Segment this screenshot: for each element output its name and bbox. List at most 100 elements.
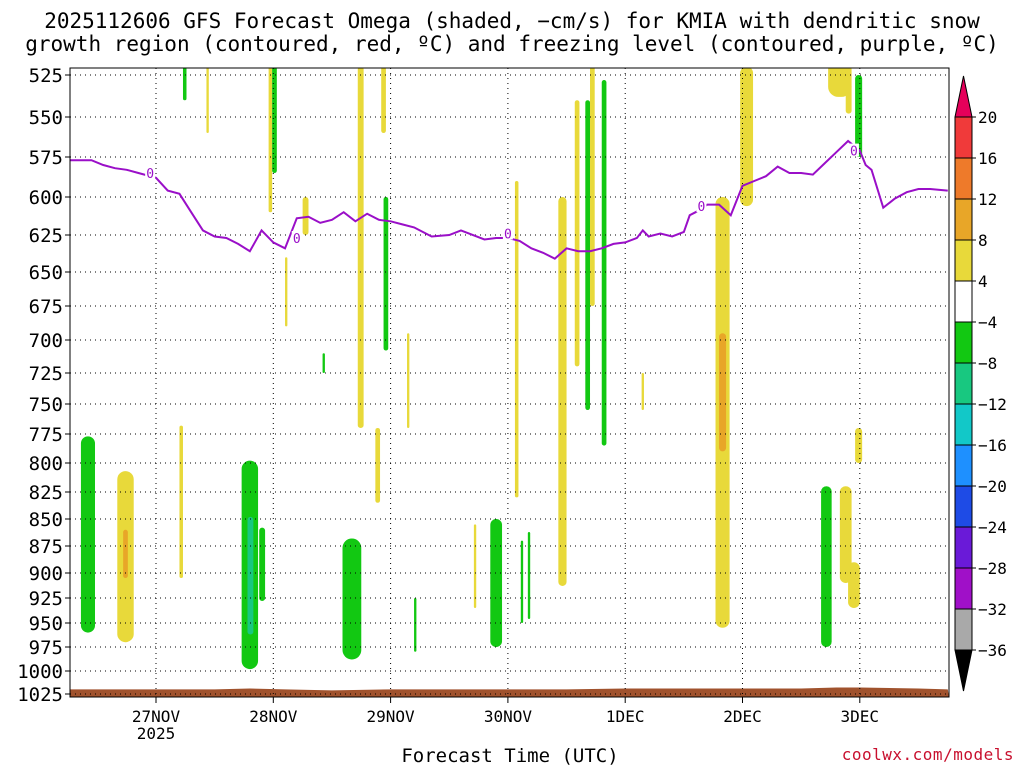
omega-cell: [641, 373, 644, 410]
omega-cell: [558, 197, 567, 586]
omega-cell: [839, 486, 852, 583]
freezing-level-label-bg: [145, 166, 156, 179]
omega-cell: [855, 75, 863, 157]
omega-cell: [585, 100, 591, 410]
freezing-level-label: 0: [504, 227, 512, 242]
y-tick-label: 825: [29, 482, 63, 504]
colorbar-label: −4: [978, 313, 997, 332]
omega-cell: [268, 68, 273, 213]
freezing-level-label-bg: [696, 199, 707, 213]
freezing-level-label-bg: [848, 143, 859, 157]
colorbar-segment: [954, 403, 973, 446]
omega-cell: [520, 540, 524, 623]
colorbar-label: 12: [978, 190, 997, 209]
omega-cell: [247, 516, 254, 635]
y-tick-label: 575: [29, 147, 63, 169]
omega-cell: [179, 425, 183, 578]
omega-cell: [285, 257, 288, 327]
omega-cell: [590, 68, 595, 306]
y-tick-label: 600: [29, 187, 63, 209]
y-tick-label: 975: [29, 637, 63, 659]
y-tick-label: 625: [29, 225, 63, 247]
omega-cell: [375, 428, 381, 503]
colorbar-segment: [954, 608, 973, 651]
colorbar-label: 16: [978, 149, 997, 168]
omega-cell: [574, 100, 580, 367]
omega-cell: [407, 333, 410, 428]
colorbar-label: 8: [978, 231, 988, 250]
y-tick-label: 850: [29, 509, 63, 531]
colorbar-segment: [954, 567, 973, 610]
y-tick-label: 725: [29, 363, 63, 385]
freezing-level-label: 0: [850, 145, 858, 160]
x-axis-label: Forecast Time (UTC): [401, 745, 619, 767]
omega-cell: [383, 197, 389, 351]
omega-cell: [855, 428, 863, 463]
omega-cell: [719, 333, 727, 452]
colorbar-label: 4: [978, 272, 988, 291]
colorbar-label: −12: [978, 395, 1007, 414]
x-tick-sublabel: 2025: [137, 724, 176, 743]
plot-area: [70, 68, 949, 697]
freezing-level-label-bg: [502, 226, 513, 240]
colorbar-top-arrow: [954, 75, 973, 118]
omega-cell: [302, 197, 309, 235]
x-tick-label: 30NOV: [484, 707, 533, 726]
x-tick-label: 3DEC: [841, 707, 880, 726]
omega-cell: [322, 353, 325, 373]
colorbar-segment: [954, 280, 973, 323]
omega-cell: [490, 519, 503, 647]
colorbar-segment: [954, 116, 973, 159]
colorbar-label: 20: [978, 108, 997, 127]
omega-cell: [272, 68, 277, 173]
y-tick-label: 750: [29, 394, 63, 416]
chart-title-line1: 2025112606 GFS Forecast Omega (shaded, −…: [44, 9, 980, 33]
y-tick-label: 650: [29, 262, 63, 284]
y-tick-label: 675: [29, 296, 63, 318]
surface-ground: [70, 687, 949, 697]
colorbar-label: −16: [978, 436, 1007, 455]
colorbar-segment: [954, 198, 973, 241]
colorbar-label: −8: [978, 354, 997, 373]
y-tick-label: 1000: [17, 661, 63, 683]
omega-cell: [845, 83, 852, 114]
omega-cell: [473, 524, 477, 608]
source-credit[interactable]: coolwx.com/models: [841, 745, 1014, 764]
plot-content: 0 0 0 0 0: [70, 68, 949, 697]
y-tick-label: 800: [29, 453, 63, 475]
x-tick-label: 27NOV: [132, 707, 181, 726]
colorbar-segment: [954, 239, 973, 282]
y-tick-label: 900: [29, 563, 63, 585]
omega-cell: [206, 68, 209, 133]
omega-cell: [514, 181, 519, 498]
omega-cell: [601, 80, 607, 446]
omega-cell: [821, 486, 832, 647]
omega-cell: [740, 68, 754, 207]
y-tick-label: 525: [29, 65, 63, 87]
plot-border: [69, 67, 950, 698]
colorbar-segment: [954, 485, 973, 528]
omega-cell: [527, 531, 531, 619]
colorbar-segment: [954, 362, 973, 405]
y-tick-label: 550: [29, 107, 63, 129]
y-tick-label: 1025: [17, 684, 63, 706]
omega-cell: [182, 68, 187, 101]
omega-cell: [848, 562, 860, 608]
y-tick-label: 875: [29, 536, 63, 558]
x-tick-label: 29NOV: [367, 707, 416, 726]
y-tick-label: 700: [29, 330, 63, 352]
freezing-level-label: 0: [293, 232, 301, 247]
colorbar-label: −32: [978, 600, 1007, 619]
x-tick-label: 2DEC: [723, 707, 762, 726]
y-tick-label: 925: [29, 588, 63, 610]
colorbar-segment: [954, 321, 973, 364]
colorbar-bottom-arrow: [954, 649, 973, 692]
colorbar-segment: [954, 157, 973, 200]
omega-cell: [259, 527, 266, 601]
y-tick-label: 950: [29, 613, 63, 635]
colorbar-segment: [954, 444, 973, 487]
x-tick-label: 1DEC: [606, 707, 645, 726]
chart-title-line2: growth region (contoured, red, ºC) and f…: [25, 32, 999, 56]
omega-cell: [357, 68, 364, 428]
freezing-level-line: [70, 139, 948, 260]
